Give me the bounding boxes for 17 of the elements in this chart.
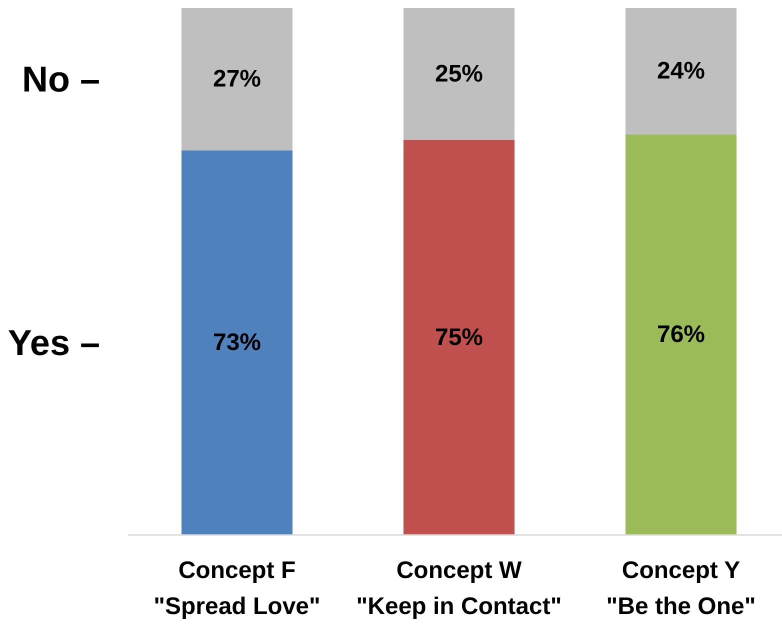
bar xyxy=(626,134,736,535)
bar xyxy=(404,140,514,535)
bar xyxy=(182,8,292,150)
bar xyxy=(182,150,292,535)
data-label: 73% xyxy=(212,329,262,356)
data-label: 76% xyxy=(656,321,706,348)
bar xyxy=(404,8,514,140)
data-label: 25% xyxy=(434,60,484,88)
data-label: 24% xyxy=(656,58,706,85)
bar xyxy=(626,8,736,134)
data-label: 75% xyxy=(434,324,484,351)
x-tick-label: Concept F "Spread Love" xyxy=(154,557,320,620)
data-label: 27% xyxy=(212,66,262,93)
text: No – xyxy=(22,58,100,100)
text: Yes – xyxy=(8,322,100,364)
x-tick-label: Concept Y "Be the One" xyxy=(606,557,756,620)
x-tick-label: Concept W "Keep in Contact" xyxy=(356,557,562,620)
